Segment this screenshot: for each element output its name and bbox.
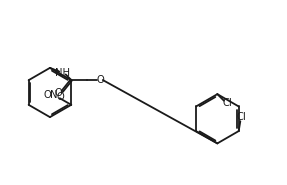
Text: O: O <box>54 88 62 98</box>
Text: N: N <box>50 90 58 100</box>
Text: O: O <box>57 92 64 102</box>
Text: Cl: Cl <box>222 98 232 108</box>
Text: O: O <box>43 90 51 100</box>
Text: O: O <box>97 75 105 85</box>
Text: NH: NH <box>55 68 70 78</box>
Text: Cl: Cl <box>236 112 246 122</box>
